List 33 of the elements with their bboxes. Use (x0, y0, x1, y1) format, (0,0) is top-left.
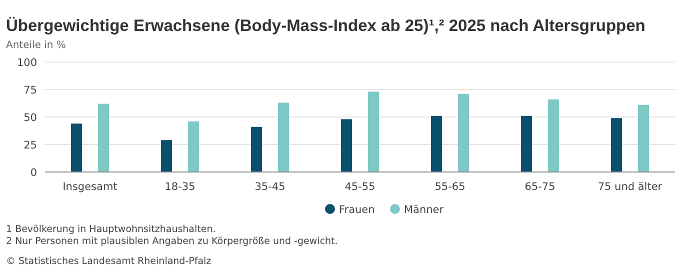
legend-label: Frauen (339, 204, 375, 216)
bar (71, 124, 82, 172)
text: 1 Bevölkerung in Hauptwohnsitzhaushalten. (6, 224, 216, 235)
bar (611, 118, 622, 172)
bar (548, 99, 559, 172)
legend-label: Männer (404, 204, 444, 216)
y-axis-title: Anteile in % (6, 40, 66, 51)
bar (161, 140, 172, 172)
bar (368, 92, 379, 172)
bar (521, 116, 532, 172)
bar (251, 126, 262, 172)
x-tick-label: 75 und älter (598, 181, 663, 193)
bar (188, 121, 199, 172)
chart-title: Übergewichtige Erwachsene (Body-Mass-Index ab 25)¹,² 2025 nach Altersgruppen (6, 16, 646, 35)
x-tick-label: 18-35 (164, 181, 196, 193)
y-tick-label: 25 (24, 140, 37, 152)
x-tick-label: 55-65 (434, 181, 466, 193)
y-tick-label: 0 (30, 167, 37, 179)
text: © Statistisches Landesamt Rheinland-Pfalz (6, 256, 212, 267)
bar (98, 104, 109, 172)
y-tick-label: 100 (16, 57, 37, 69)
x-tick-label: 35-45 (254, 181, 286, 193)
bar (638, 104, 649, 172)
bar (278, 102, 289, 172)
x-tick-label: 45-55 (344, 181, 376, 193)
bar (458, 94, 469, 172)
bar (431, 116, 442, 172)
y-tick-label: 50 (24, 112, 37, 124)
bar (341, 119, 352, 172)
x-tick-label: Insgesamt (62, 181, 118, 193)
x-tick-label: 65-75 (524, 181, 556, 193)
text: 2 Nur Personen mit plausiblen Angaben zu Körpergröße und -gewicht. (6, 236, 338, 247)
y-tick-label: 75 (24, 84, 37, 96)
